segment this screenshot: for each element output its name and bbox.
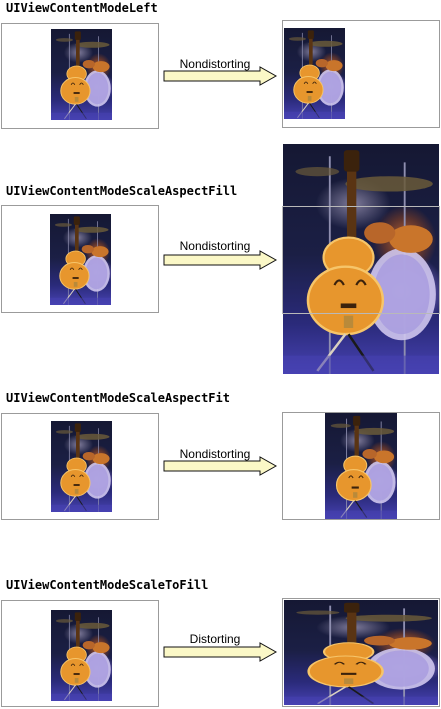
guitar-photo-scale-to-fill [284, 600, 438, 705]
guitar-photo-thumbnail [51, 610, 112, 701]
result-frame-scale-to-fill [282, 598, 440, 707]
right-arrow-icon [163, 642, 278, 662]
source-frame-left [1, 23, 159, 129]
right-arrow-icon [163, 456, 278, 476]
guitar-photo-drawing [51, 612, 112, 701]
right-arrow-icon [163, 250, 278, 270]
guitar-photo-drawing [50, 216, 111, 305]
section-title-aspect-fit: UIViewContentModeScaleAspectFit [6, 391, 230, 405]
guitar-photo-thumbnail [50, 214, 111, 305]
result-frame-aspect-fit [282, 412, 440, 520]
guitar-photo-drawing [284, 602, 438, 705]
right-arrow-icon [163, 66, 278, 86]
section-title-scale-to-fill: UIViewContentModeScaleToFill [6, 578, 209, 592]
source-frame-scale-to-fill [1, 600, 159, 707]
section-title-left: UIViewContentModeLeft [6, 1, 158, 15]
section-title-aspect-fill: UIViewContentModeScaleAspectFill [6, 184, 238, 198]
source-frame-aspect-fit [1, 413, 159, 520]
guitar-photo-thumbnail [51, 421, 112, 512]
view-bounds-outline [282, 206, 440, 314]
result-frame-left [282, 20, 440, 128]
guitar-photo-drawing [51, 423, 112, 512]
guitar-photo-aspect-fit [325, 413, 397, 519]
guitar-photo-aspect-fill [283, 144, 439, 374]
arrow-label: Nondistorting [179, 447, 251, 461]
guitar-photo-drawing [51, 31, 112, 120]
guitar-photo-drawing [284, 30, 345, 119]
arrow-label: Nondistorting [179, 239, 251, 253]
source-frame-aspect-fill [1, 205, 159, 313]
arrow-label: Distorting [189, 632, 241, 646]
arrow-label: Nondistorting [179, 57, 251, 71]
guitar-photo-thumbnail [51, 29, 112, 120]
guitar-photo-left-aligned [284, 28, 345, 119]
guitar-photo-drawing [283, 150, 439, 374]
guitar-photo-drawing [325, 415, 397, 519]
